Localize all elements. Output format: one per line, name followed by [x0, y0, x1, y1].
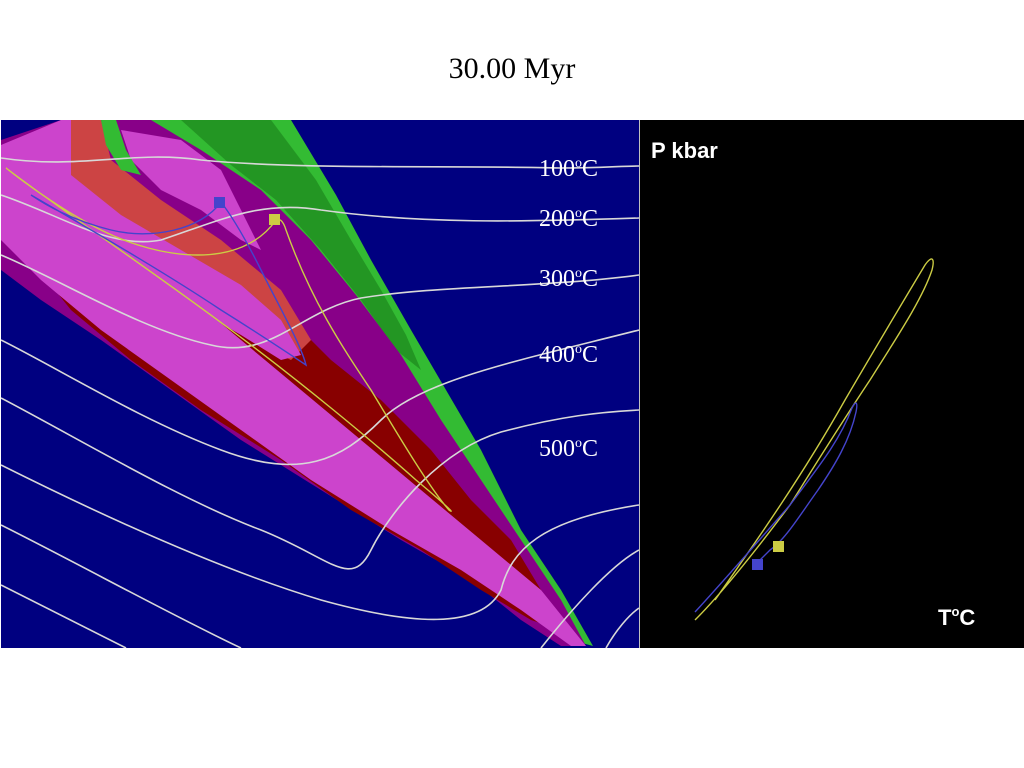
yellow-marker — [269, 214, 280, 225]
isotherm-600 — [1, 464, 639, 621]
model-cross-section — [1, 120, 639, 648]
page-title: 30.00 Myr — [448, 52, 576, 85]
green-edge-left — [101, 120, 141, 175]
isotherm-right-2 — [605, 607, 639, 648]
magenta-unit-core — [121, 130, 261, 250]
isotherm-100 — [1, 156, 639, 169]
blue-particle-path — [30, 194, 308, 367]
isotherm-200 — [1, 194, 639, 243]
yellow-pt-marker — [773, 541, 784, 552]
isotherm-label-400: 400oC — [539, 342, 599, 368]
isotherm-label-200: 200oC — [539, 206, 599, 232]
model-cross-section-panel: 100oC 200oC 300oC 400oC 500oC — [1, 120, 639, 648]
magenta-unit-lower — [1, 175, 586, 646]
isotherm-right-1 — [540, 549, 639, 648]
blue-marker — [214, 197, 225, 208]
isotherm-500 — [1, 397, 639, 570]
panel-divider — [639, 120, 640, 648]
yellow-pt-path — [694, 258, 934, 621]
isotherm-label-500: 500oC — [539, 436, 599, 462]
temperature-axis-label: ToC — [938, 604, 976, 630]
isotherm-label-300: 300oC — [539, 266, 599, 292]
isotherm-400 — [1, 329, 639, 466]
blue-pt-marker — [752, 559, 763, 570]
pressure-axis-label: P kbar — [651, 138, 718, 163]
isotherm-800 — [1, 584, 127, 648]
yellow-particle-path — [5, 167, 452, 512]
isotherm-label-100: 100oC — [539, 156, 599, 182]
magenta-unit-upper — [1, 120, 301, 360]
pt-path-plot — [694, 258, 934, 621]
isotherm-700 — [1, 524, 242, 648]
dark-green-speckle — [181, 120, 421, 370]
pt-path-panel: P kbar ToC — [640, 120, 1024, 648]
blue-pt-path — [694, 402, 858, 613]
